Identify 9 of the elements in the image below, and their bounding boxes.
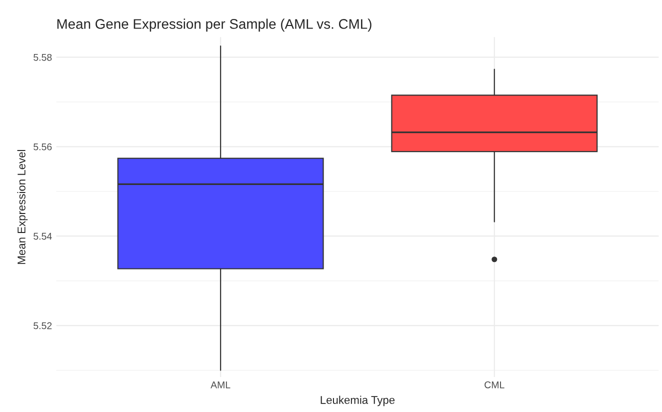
chart-title: Mean Gene Expression per Sample (AML vs. CML) [57, 18, 372, 32]
y-axis-title: Mean Expression Level [17, 150, 28, 264]
y-tick-label: 5.58 [34, 54, 52, 61]
y-tick-label: 5.54 [34, 232, 52, 240]
x-axis-title: Leukemia Type [320, 396, 395, 406]
x-tick-label: CML [484, 381, 504, 388]
x-tick-label: AML [210, 382, 230, 388]
y-tick-label: 5.56 [34, 143, 52, 150]
y-tick-label: 5.52 [34, 322, 52, 330]
